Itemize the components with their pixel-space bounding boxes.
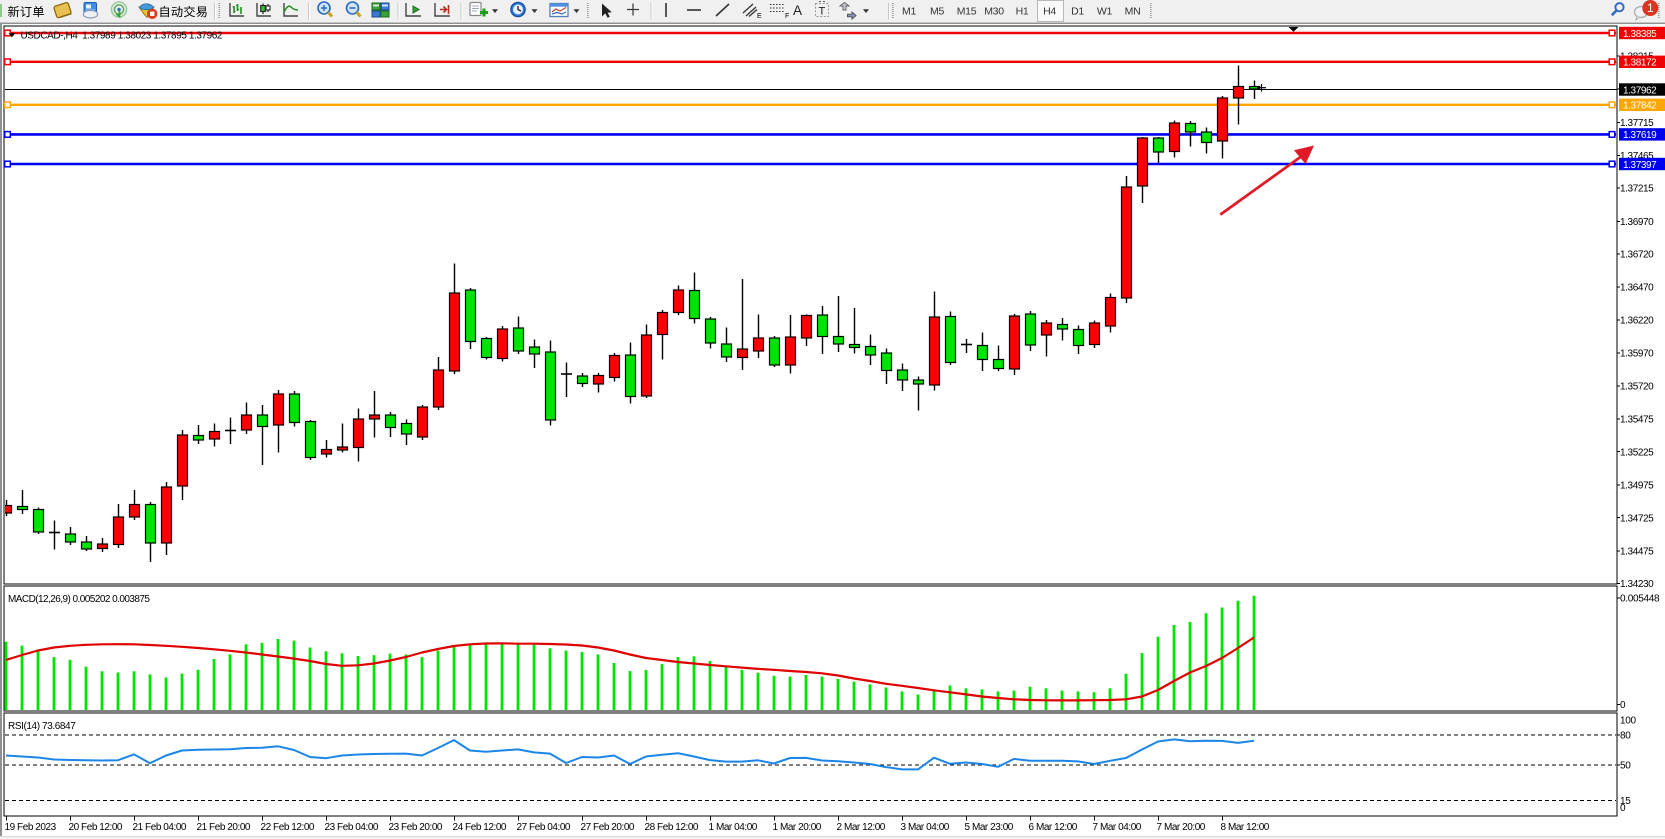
- svg-text:3 Mar 04:00: 3 Mar 04:00: [901, 822, 950, 833]
- svg-text:H1: H1: [1016, 6, 1029, 18]
- svg-text:F: F: [785, 13, 789, 20]
- svg-text:1.36470: 1.36470: [1620, 283, 1654, 294]
- svg-text:28 Feb 12:00: 28 Feb 12:00: [645, 822, 699, 833]
- svg-text:1.34475: 1.34475: [1620, 546, 1654, 557]
- svg-text:H4: H4: [1043, 6, 1056, 18]
- svg-text:2 Mar 12:00: 2 Mar 12:00: [837, 822, 886, 833]
- svg-text:5 Mar 23:00: 5 Mar 23:00: [965, 822, 1014, 833]
- svg-text:0: 0: [1620, 803, 1626, 814]
- svg-text:23 Feb 04:00: 23 Feb 04:00: [325, 822, 379, 833]
- svg-text:0: 0: [1620, 700, 1626, 711]
- svg-text:1.37465: 1.37465: [1620, 151, 1654, 162]
- svg-text:24 Feb 12:00: 24 Feb 12:00: [453, 822, 507, 833]
- svg-text:1.38172: 1.38172: [1623, 58, 1657, 69]
- svg-text:8 Mar 12:00: 8 Mar 12:00: [1221, 822, 1270, 833]
- svg-text:27 Feb 20:00: 27 Feb 20:00: [581, 822, 635, 833]
- svg-text:1: 1: [1647, 1, 1654, 15]
- svg-text:21 Feb 04:00: 21 Feb 04:00: [133, 822, 187, 833]
- svg-text:1.35720: 1.35720: [1620, 382, 1654, 393]
- svg-text:M30: M30: [984, 6, 1004, 18]
- svg-text:MACD(12,26,9) 0.005202 0.00387: MACD(12,26,9) 0.005202 0.003875: [8, 594, 150, 605]
- svg-text:A: A: [793, 3, 802, 18]
- svg-text:19 Feb 2023: 19 Feb 2023: [5, 822, 57, 833]
- svg-text:USDCAD-,H4 1.37989 1.38023 1.: USDCAD-,H4 1.37989 1.38023 1.37895 1.379…: [21, 31, 223, 42]
- svg-text:1 Mar 04:00: 1 Mar 04:00: [709, 822, 758, 833]
- svg-text:7 Mar 20:00: 7 Mar 20:00: [1157, 822, 1206, 833]
- svg-text:22 Feb 12:00: 22 Feb 12:00: [261, 822, 315, 833]
- svg-text:27 Feb 04:00: 27 Feb 04:00: [517, 822, 571, 833]
- svg-text:1.36720: 1.36720: [1620, 250, 1654, 261]
- svg-text:1 Mar 20:00: 1 Mar 20:00: [773, 822, 822, 833]
- svg-text:1.34975: 1.34975: [1620, 480, 1654, 491]
- svg-text:100: 100: [1620, 715, 1637, 726]
- svg-text:1.37962: 1.37962: [1623, 85, 1657, 96]
- svg-text:21 Feb 20:00: 21 Feb 20:00: [197, 822, 251, 833]
- svg-text:6 Mar 12:00: 6 Mar 12:00: [1029, 822, 1078, 833]
- svg-text:1.37715: 1.37715: [1620, 118, 1654, 129]
- svg-text:1.34725: 1.34725: [1620, 513, 1654, 524]
- svg-text:E: E: [757, 13, 762, 20]
- svg-text:50: 50: [1620, 761, 1631, 772]
- svg-text:1.36970: 1.36970: [1620, 217, 1654, 228]
- svg-text:1.36220: 1.36220: [1620, 316, 1654, 327]
- svg-text:MN: MN: [1125, 6, 1141, 18]
- svg-text:1.35970: 1.35970: [1620, 349, 1654, 360]
- svg-text:M1: M1: [902, 6, 916, 18]
- svg-text:W1: W1: [1097, 6, 1113, 18]
- svg-text:1.37215: 1.37215: [1620, 184, 1654, 195]
- svg-text:15: 15: [1620, 796, 1631, 807]
- svg-text:1.35225: 1.35225: [1620, 447, 1654, 458]
- svg-text:M15: M15: [957, 6, 977, 18]
- svg-text:D1: D1: [1071, 6, 1084, 18]
- svg-text:1.37619: 1.37619: [1623, 130, 1657, 141]
- svg-text:0.005448: 0.005448: [1620, 594, 1660, 605]
- svg-text:1.37842: 1.37842: [1623, 101, 1657, 112]
- svg-text:1.37397: 1.37397: [1623, 160, 1657, 171]
- svg-text:23 Feb 20:00: 23 Feb 20:00: [389, 822, 443, 833]
- svg-text:T: T: [819, 6, 826, 18]
- svg-text:1.34230: 1.34230: [1620, 579, 1654, 590]
- svg-text:M5: M5: [930, 6, 944, 18]
- svg-text:1.38385: 1.38385: [1623, 29, 1657, 40]
- svg-text:7 Mar 04:00: 7 Mar 04:00: [1093, 822, 1142, 833]
- svg-text:RSI(14) 73.6847: RSI(14) 73.6847: [8, 721, 76, 732]
- svg-text:1.35475: 1.35475: [1620, 414, 1654, 425]
- svg-text:20 Feb 12:00: 20 Feb 12:00: [69, 822, 123, 833]
- svg-text:80: 80: [1620, 731, 1631, 742]
